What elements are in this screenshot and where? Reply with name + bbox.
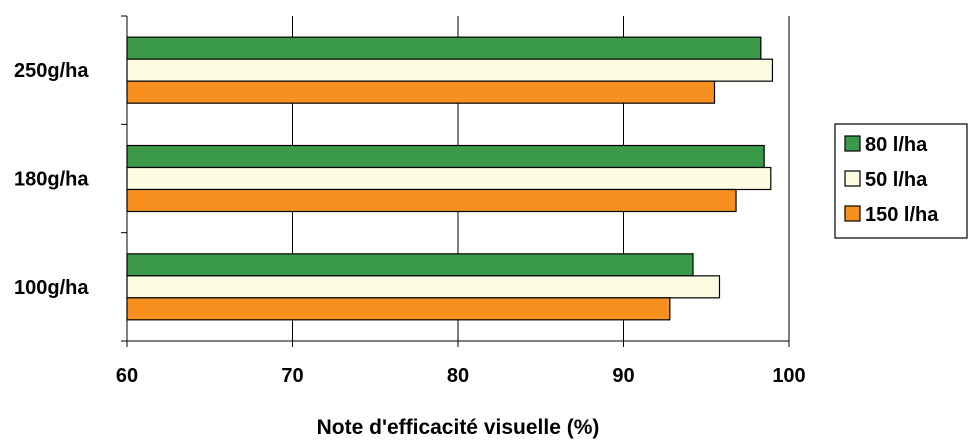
x-tick-label-60: 60 — [116, 365, 138, 387]
legend-swatch-150 l/ha — [844, 205, 861, 222]
bar-250g/ha-50 l/ha — [126, 58, 774, 82]
bar-180g/ha-150 l/ha — [126, 188, 737, 213]
bar-250g/ha-80 l/ha — [126, 36, 762, 60]
legend-label-150 l/ha: 150 l/ha — [865, 204, 939, 226]
legend: 80 l/ha 50 l/ha 150 l/ha — [834, 123, 968, 239]
legend-label-80 l/ha: 80 l/ha — [865, 134, 928, 156]
bar-180g/ha-50 l/ha — [126, 166, 772, 191]
y-category-label: 180g/ha — [14, 169, 89, 191]
legend-swatch-80 l/ha — [844, 135, 861, 152]
y-category-label: 100g/ha — [14, 277, 89, 299]
tick-labels: 60 70 80 90 100 250g/ha 180g/ha 100g/ha — [14, 60, 806, 387]
x-tick-label-70: 70 — [281, 365, 303, 387]
legend-label-50 l/ha: 50 l/ha — [865, 169, 928, 191]
x-tick-label-90: 90 — [612, 365, 634, 387]
x-tick-label-100: 100 — [772, 365, 805, 387]
bar-180g/ha-80 l/ha — [126, 144, 765, 169]
bar-100g/ha-80 l/ha — [126, 253, 694, 277]
axes — [121, 15, 790, 347]
x-tick-label-80: 80 — [447, 365, 469, 387]
bar-100g/ha-50 l/ha — [126, 275, 721, 299]
y-category-label: 250g/ha — [14, 60, 89, 82]
bars — [126, 36, 774, 321]
bar-100g/ha-150 l/ha — [126, 297, 671, 321]
legend-swatch-50 l/ha — [844, 170, 861, 187]
x-axis-title: Note d'efficacité visuelle (%) — [317, 416, 600, 439]
bar-250g/ha-150 l/ha — [126, 80, 716, 104]
